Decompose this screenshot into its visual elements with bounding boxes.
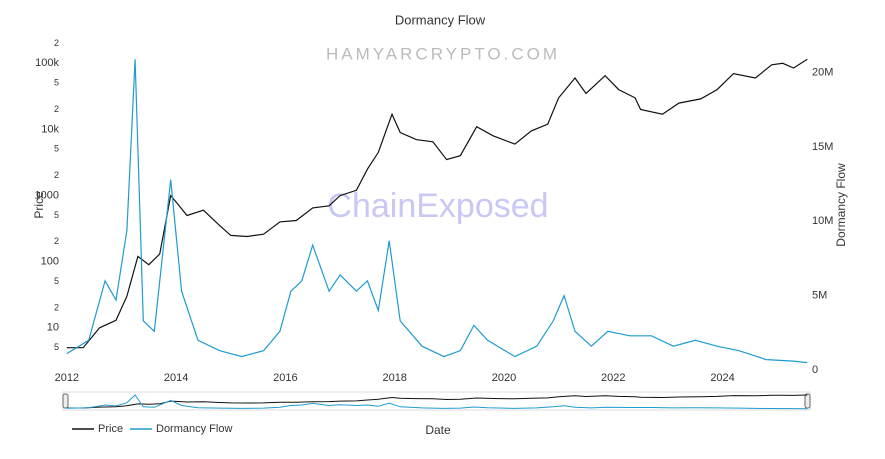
y-tick-label: 10 <box>47 322 59 334</box>
y2-tick-label: 15M <box>812 141 833 153</box>
y-tick-label: 2 <box>54 302 59 312</box>
x-axis-label: Date <box>425 423 451 437</box>
y-tick-label: 5 <box>54 144 59 154</box>
y-tick-label: 1000 <box>35 189 59 201</box>
series-line <box>66 58 808 349</box>
legend-label[interactable]: Dormancy Flow <box>156 423 232 435</box>
x-tick-label: 2014 <box>164 372 188 384</box>
y-tick-label: 100 <box>41 256 59 268</box>
y-tick-label: 2 <box>54 104 59 114</box>
y-tick-label: 2 <box>54 38 59 48</box>
slider-handle[interactable] <box>804 393 811 409</box>
y-tick-label: 100k <box>35 57 59 69</box>
y-tick-label: 5 <box>54 210 59 220</box>
watermark: HAMYARCRYPTO.COM <box>326 44 560 63</box>
x-tick-label: 2020 <box>492 372 516 384</box>
chart-title: Dormancy Flow <box>395 12 486 27</box>
y-tick-label: 5 <box>54 342 59 352</box>
y2-tick-label: 5M <box>812 290 827 302</box>
x-tick-label: 2024 <box>710 372 734 384</box>
x-tick-label: 2012 <box>55 372 79 384</box>
series-line <box>66 59 808 364</box>
y-tick-label: 10k <box>41 123 59 135</box>
y2-tick-label: 0 <box>812 364 818 376</box>
x-tick-label: 2022 <box>601 372 625 384</box>
y-tick-label: 2 <box>54 170 59 180</box>
x-tick-label: 2018 <box>382 372 406 384</box>
y-tick-label: 5 <box>54 276 59 286</box>
y-tick-label: 2 <box>54 236 59 246</box>
watermark: ChainExposed <box>327 187 548 225</box>
x-tick-label: 2016 <box>273 372 297 384</box>
y-tick-label: 5 <box>54 78 59 88</box>
slider-handle[interactable] <box>62 393 69 409</box>
slider-line <box>66 394 808 410</box>
y2-tick-label: 10M <box>812 215 833 227</box>
y2-axis-label: Dormancy Flow <box>834 163 848 247</box>
legend-label[interactable]: Price <box>98 423 123 435</box>
y-axis-label: Price <box>32 191 46 219</box>
y2-tick-label: 20M <box>812 67 833 79</box>
